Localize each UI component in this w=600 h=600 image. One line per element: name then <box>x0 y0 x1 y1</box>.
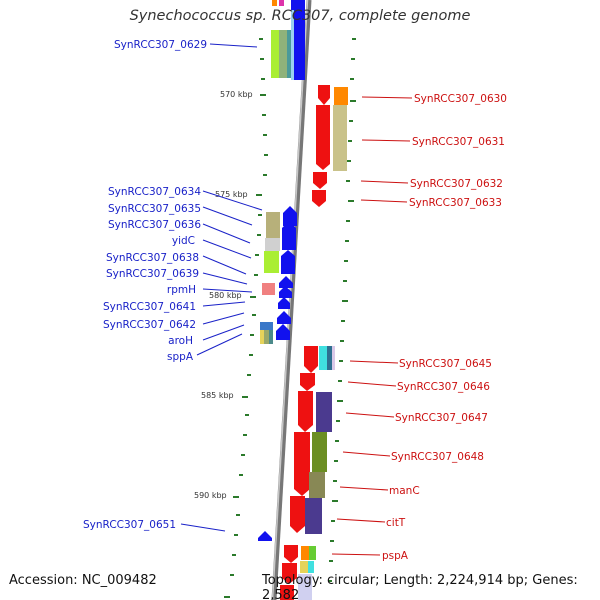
ruler-575-kbp: 575 kbp <box>215 190 248 199</box>
topology-text: Topology: circular; Length: 2,224,914 bp… <box>262 573 578 600</box>
label-synrcc307-0629: SynRCC307_0629 <box>114 39 207 51</box>
label-synrcc307-0641: SynRCC307_0641 <box>103 301 196 313</box>
label-synrcc307-0651: SynRCC307_0651 <box>83 519 176 531</box>
label-synrcc307-0646: SynRCC307_0646 <box>397 381 490 393</box>
label-synrcc307-0648: SynRCC307_0648 <box>391 451 484 463</box>
label-synrcc307-0645: SynRCC307_0645 <box>399 358 492 370</box>
left-leader-lines <box>180 43 263 532</box>
label-aroh: aroH <box>168 335 193 347</box>
ruler-labels: 570 kbp 575 kbp 580 kbp 585 kbp 590 kbp <box>194 90 253 500</box>
label-synrcc307-0638: SynRCC307_0638 <box>106 252 199 264</box>
label-sppa: sppA <box>167 351 194 363</box>
ruler-590-kbp: 590 kbp <box>194 491 227 500</box>
label-synrcc307-0632: SynRCC307_0632 <box>410 178 503 190</box>
label-synrcc307-0642: SynRCC307_0642 <box>103 319 196 331</box>
tick-track-right <box>328 38 356 582</box>
label-synrcc307-0630: SynRCC307_0630 <box>414 93 507 105</box>
label-synrcc307-0634: SynRCC307_0634 <box>108 186 201 198</box>
label-synrcc307-0631: SynRCC307_0631 <box>412 136 505 148</box>
label-citt: citT <box>386 517 406 529</box>
tick-track <box>224 38 268 598</box>
label-synrcc307-0636: SynRCC307_0636 <box>108 219 201 231</box>
label-pspa: pspA <box>382 550 409 562</box>
gene-block-top <box>271 0 305 80</box>
forward-gene-annotations <box>298 87 348 600</box>
label-manc: manC <box>389 485 420 497</box>
ruler-580-kbp: 580 kbp <box>209 291 242 300</box>
reverse-gene-annotations <box>260 212 280 344</box>
accession-text: Accession: NC_009482 <box>9 573 157 588</box>
label-synrcc307-0633: SynRCC307_0633 <box>409 197 502 209</box>
ruler-570-kbp: 570 kbp <box>220 90 253 99</box>
genome-backbone <box>271 0 312 600</box>
right-leader-lines <box>331 96 413 556</box>
label-rpmh: rpmH <box>167 284 196 296</box>
map-title: Synechococcus sp. RCC307, complete genom… <box>129 8 471 24</box>
right-labels: SynRCC307_0630 SynRCC307_0631 SynRCC307_… <box>382 93 507 562</box>
label-synrcc307-0647: SynRCC307_0647 <box>395 412 488 424</box>
label-synrcc307-0639: SynRCC307_0639 <box>106 268 199 280</box>
forward-genes <box>280 85 330 600</box>
ruler-585-kbp: 585 kbp <box>201 391 234 400</box>
label-synrcc307-0635: SynRCC307_0635 <box>108 203 201 215</box>
reverse-genes <box>258 206 297 541</box>
label-yidc: yidC <box>172 235 195 247</box>
left-labels: SynRCC307_0629 SynRCC307_0634 SynRCC307_… <box>83 39 207 531</box>
